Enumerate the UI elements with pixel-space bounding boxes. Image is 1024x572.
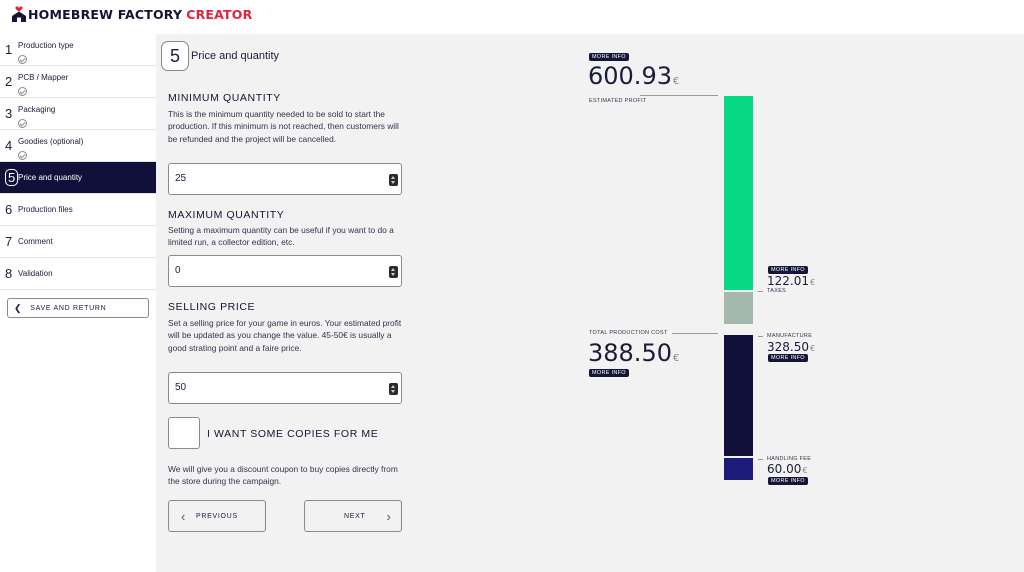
manufacture-value: 328.50€ [767,340,816,354]
taxes-value: 122.01€ [767,274,816,288]
sidebar-item-label: Packaging [18,105,56,114]
min-quantity-input[interactable] [175,173,375,184]
steps-sidebar: 1 Production type 2 PCB / Mapper 3 Packa… [0,34,156,572]
sidebar-item-pcb-mapper[interactable]: 2 PCB / Mapper [0,66,156,98]
max-quantity-description: Setting a maximum quantity can be useful… [168,225,394,248]
sidebar-item-label: Production files [18,205,73,214]
sidebar-item-label: PCB / Mapper [18,73,69,82]
stepper-arrows-icon[interactable] [389,266,398,278]
previous-button[interactable]: ‹ PREVIOUS [168,500,266,532]
handling-fee-value: 60.00€ [767,462,808,476]
profit-connector-line [640,95,718,96]
manufacture-connector-line [758,336,763,337]
profit-bar [724,96,753,290]
logo[interactable]: HOMEBREW FACTORY CREATOR [12,6,252,22]
handling-fee-bar [724,458,753,480]
manufacture-label: MANUFACTURE [767,333,813,339]
sidebar-item-price-quantity[interactable]: 5 Price and quantity [0,162,156,194]
selling-price-field[interactable] [168,372,402,404]
sidebar-item-packaging[interactable]: 3 Packaging [0,98,156,130]
next-button[interactable]: NEXT › [304,500,402,532]
check-circle-icon [18,119,27,128]
estimated-profit-value: 600.93€ [588,62,680,90]
selling-price-input[interactable] [175,382,375,393]
min-quantity-description: This is the minimum quantity needed to b… [168,109,399,144]
save-and-return-button[interactable]: ❮ SAVE AND RETURN [7,298,149,318]
sidebar-item-label: Production type [18,41,74,50]
chevron-right-icon: › [386,508,392,524]
max-quantity-title: MAXIMUM QUANTITY [168,209,285,221]
house-heart-icon [12,6,26,22]
handling-connector-line [758,459,763,460]
min-quantity-field[interactable] [168,163,402,195]
step-number-badge: 5 [161,41,189,71]
handling-more-info-button[interactable]: MORE INFO [768,477,808,485]
logo-text: HOMEBREW FACTORY CREATOR [28,7,253,22]
sidebar-item-label: Goodies (optional) [18,137,84,146]
stepper-arrows-icon[interactable] [389,383,398,395]
profit-more-info-button[interactable]: MORE INFO [589,53,629,61]
production-cost-value: 388.50€ [588,339,680,367]
taxes-more-info-button[interactable]: MORE INFO [768,266,808,274]
sidebar-item-label: Price and quantity [18,173,83,182]
copies-description: We will give you a discount coupon to bu… [168,464,398,487]
sidebar-item-validation[interactable]: 8 Validation [0,258,156,290]
sidebar-item-production-type[interactable]: 1 Production type [0,34,156,66]
estimated-profit-label: ESTIMATED PROFIT [589,98,647,104]
handling-fee-label: HANDLING FEE [767,456,812,462]
max-quantity-input[interactable] [175,265,375,276]
taxes-bar [724,292,753,324]
copies-checkbox-label[interactable]: I WANT SOME COPIES FOR ME [207,428,379,440]
sidebar-item-goodies[interactable]: 4 Goodies (optional) [0,130,156,162]
max-quantity-field[interactable] [168,255,402,287]
check-circle-icon [18,55,27,64]
sidebar-item-label: Validation [18,269,53,278]
sidebar-item-comment[interactable]: 7 Comment [0,226,156,258]
selling-price-title: SELLING PRICE [168,301,256,313]
sidebar-item-label: Comment [18,237,53,246]
manufacture-more-info-button[interactable]: MORE INFO [768,354,808,362]
stepper-arrows-icon[interactable] [389,174,398,186]
manufacture-bar [724,335,753,456]
production-more-info-button[interactable]: MORE INFO [589,369,629,377]
sidebar-item-production-files[interactable]: 6 Production files [0,194,156,226]
taxes-connector-line [758,291,763,292]
chevron-left-icon: ❮ [14,302,23,313]
production-connector-line [672,333,718,334]
taxes-label: TAXES [767,288,787,294]
page-title: Price and quantity [191,50,280,62]
chevron-left-icon: ‹ [181,508,187,524]
check-circle-icon [18,151,27,160]
min-quantity-title: MINIMUM QUANTITY [168,92,281,104]
selling-price-description: Set a selling price for your game in eur… [168,318,402,353]
top-bar: HOMEBREW FACTORY CREATOR [0,0,1024,34]
production-cost-label: TOTAL PRODUCTION COST [589,330,668,336]
copies-checkbox[interactable] [168,417,200,449]
check-circle-icon [18,87,27,96]
